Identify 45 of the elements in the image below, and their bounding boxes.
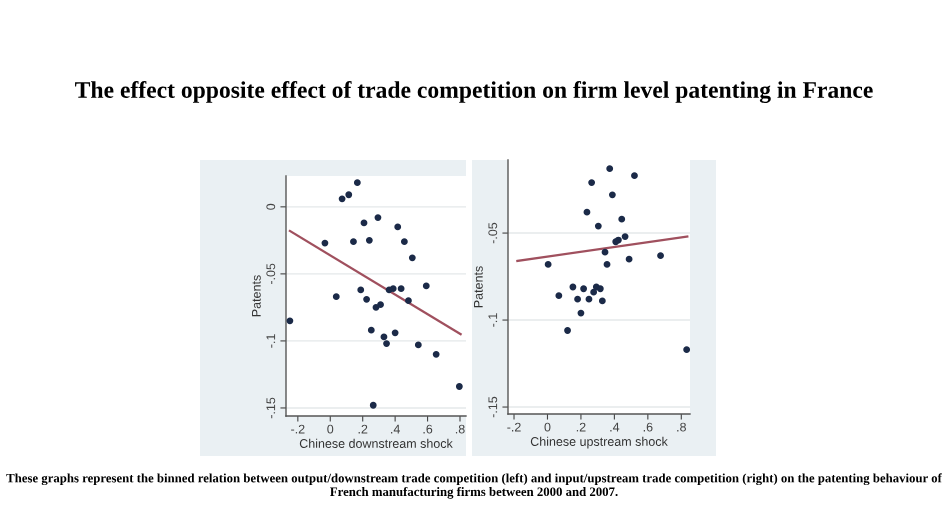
point — [598, 297, 606, 305]
point — [383, 340, 390, 347]
point — [555, 292, 563, 300]
point — [574, 295, 581, 303]
point — [353, 179, 361, 187]
point — [625, 255, 633, 263]
point — [345, 191, 353, 199]
point — [432, 350, 440, 358]
point — [350, 238, 357, 246]
point — [588, 179, 596, 187]
point — [363, 295, 370, 303]
point — [544, 260, 552, 268]
point — [397, 285, 405, 293]
point — [618, 215, 626, 223]
point — [408, 254, 416, 262]
point — [455, 383, 463, 390]
point — [338, 195, 346, 203]
point — [377, 301, 384, 309]
point — [422, 282, 430, 290]
point — [594, 222, 602, 230]
point — [606, 165, 614, 173]
point — [332, 293, 340, 301]
point — [391, 329, 399, 337]
point — [365, 236, 373, 244]
point — [683, 346, 690, 354]
point — [369, 401, 377, 409]
point — [394, 223, 402, 231]
point — [621, 233, 629, 240]
point — [400, 238, 408, 246]
point — [585, 295, 593, 303]
point — [286, 317, 294, 325]
point — [603, 260, 611, 268]
point — [580, 285, 588, 293]
point — [583, 208, 591, 216]
point — [405, 297, 412, 305]
point — [608, 191, 616, 199]
point — [357, 286, 365, 294]
point — [590, 288, 598, 296]
point — [631, 172, 638, 180]
point — [657, 252, 664, 260]
point — [564, 327, 571, 334]
point — [374, 214, 382, 221]
chart-title: The effect opposite effect of trade competition on firm level patenting in France — [75, 81, 873, 103]
point — [414, 341, 422, 349]
point — [367, 326, 375, 334]
